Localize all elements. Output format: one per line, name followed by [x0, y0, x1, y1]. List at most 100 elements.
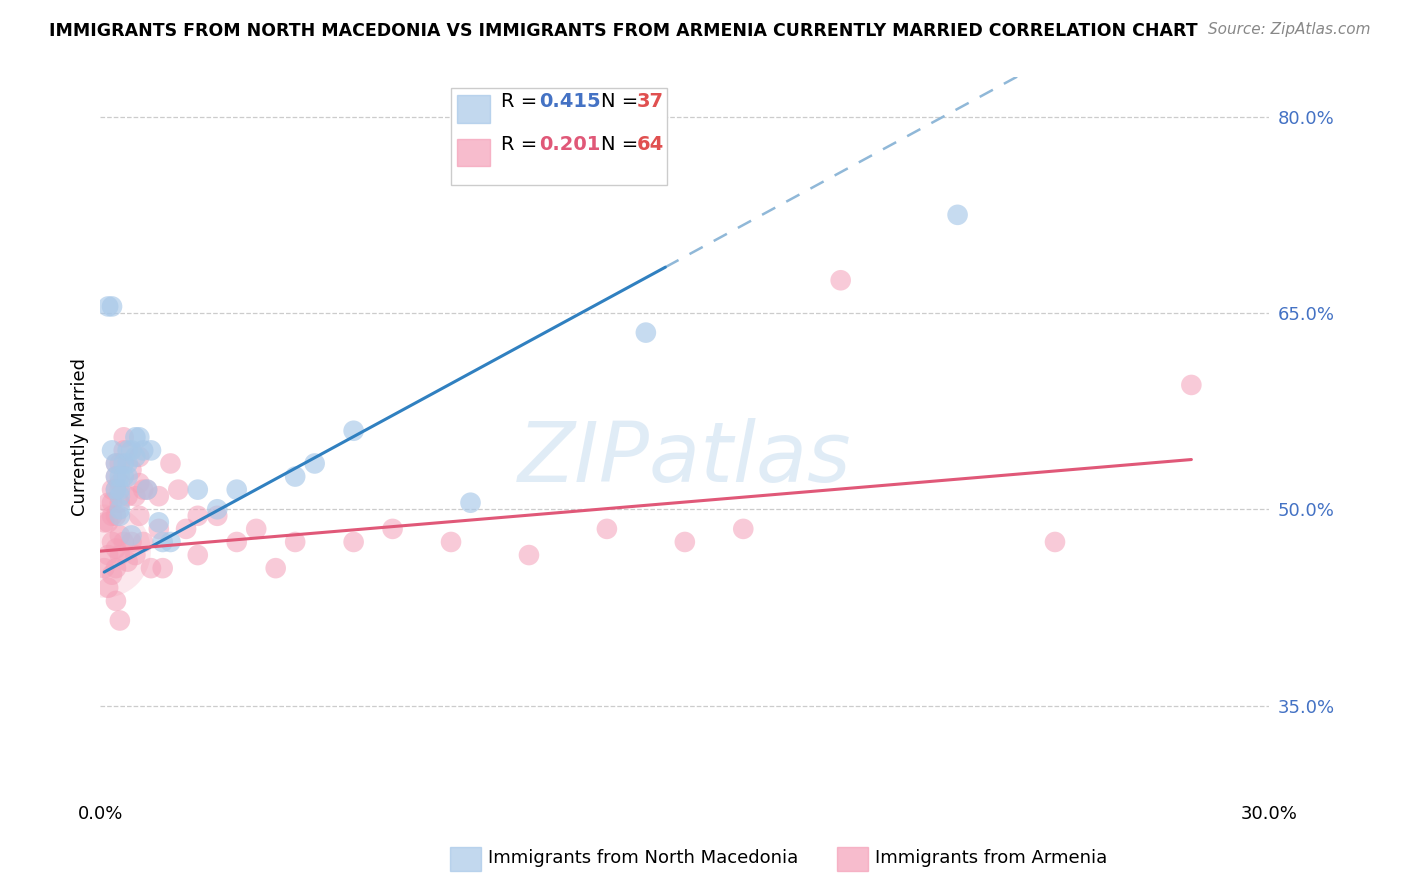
Point — [284, 535, 307, 549]
Point — [121, 535, 143, 549]
Bar — [457, 138, 489, 166]
FancyBboxPatch shape — [451, 88, 668, 186]
Point — [117, 457, 139, 471]
Point — [207, 508, 229, 523]
Point — [104, 541, 127, 556]
Point — [108, 528, 131, 542]
Point — [101, 300, 124, 314]
Point — [124, 450, 146, 464]
Point — [187, 508, 209, 523]
Point — [108, 457, 131, 471]
Point — [124, 548, 146, 562]
Point — [207, 502, 229, 516]
Point — [343, 535, 366, 549]
Point — [1180, 378, 1202, 392]
Point — [225, 535, 247, 549]
Point — [97, 548, 120, 562]
Point — [132, 535, 155, 549]
Point — [167, 483, 190, 497]
Point — [136, 483, 159, 497]
Point — [121, 463, 143, 477]
Point — [128, 450, 150, 464]
Point — [830, 273, 852, 287]
Text: N =: N = — [600, 92, 644, 111]
Point — [124, 489, 146, 503]
Text: N =: N = — [600, 135, 644, 154]
Point — [132, 443, 155, 458]
Point — [139, 443, 162, 458]
Text: ZIPatlas: ZIPatlas — [517, 418, 852, 500]
Point — [108, 469, 131, 483]
Point — [104, 469, 127, 483]
Point — [112, 430, 135, 444]
Point — [148, 522, 170, 536]
Point — [128, 430, 150, 444]
Point — [634, 326, 657, 340]
Point — [93, 516, 115, 530]
Text: 0.415: 0.415 — [538, 92, 600, 111]
Point — [104, 483, 127, 497]
Point — [112, 457, 135, 471]
Point — [97, 300, 120, 314]
Point — [187, 548, 209, 562]
Text: Immigrants from North Macedonia: Immigrants from North Macedonia — [488, 849, 799, 867]
Text: IMMIGRANTS FROM NORTH MACEDONIA VS IMMIGRANTS FROM ARMENIA CURRENTLY MARRIED COR: IMMIGRANTS FROM NORTH MACEDONIA VS IMMIG… — [49, 22, 1198, 40]
Point — [108, 489, 131, 503]
Point — [104, 457, 127, 471]
Point — [159, 535, 181, 549]
Point — [381, 522, 404, 536]
Point — [136, 483, 159, 497]
Text: 0.201: 0.201 — [538, 135, 600, 154]
Point — [101, 567, 124, 582]
Point — [121, 443, 143, 458]
Point — [139, 561, 162, 575]
Point — [440, 535, 463, 549]
Point — [117, 489, 139, 503]
Point — [148, 489, 170, 503]
Point — [104, 594, 127, 608]
Point — [112, 535, 135, 549]
Point — [108, 502, 131, 516]
Text: Immigrants from Armenia: Immigrants from Armenia — [875, 849, 1107, 867]
Point — [93, 544, 115, 558]
Text: R =: R = — [502, 135, 544, 154]
Point — [121, 528, 143, 542]
Point — [101, 483, 124, 497]
Point — [148, 516, 170, 530]
Text: 64: 64 — [637, 135, 664, 154]
Point — [97, 516, 120, 530]
Point — [132, 483, 155, 497]
Point — [264, 561, 287, 575]
Point — [343, 424, 366, 438]
Point — [108, 548, 131, 562]
Point — [97, 496, 120, 510]
Text: Source: ZipAtlas.com: Source: ZipAtlas.com — [1208, 22, 1371, 37]
Point — [108, 508, 131, 523]
Text: 37: 37 — [637, 92, 664, 111]
Point — [124, 430, 146, 444]
Point — [101, 508, 124, 523]
Y-axis label: Currently Married: Currently Married — [72, 359, 89, 516]
Point — [460, 496, 482, 510]
Point — [284, 469, 307, 483]
Point — [104, 483, 127, 497]
Point — [101, 496, 124, 510]
Point — [117, 443, 139, 458]
Point — [304, 457, 326, 471]
Point — [159, 457, 181, 471]
Point — [104, 508, 127, 523]
Point — [117, 555, 139, 569]
Point — [517, 548, 540, 562]
Point — [108, 483, 131, 497]
Point — [101, 443, 124, 458]
Point — [108, 476, 131, 491]
Point — [152, 561, 174, 575]
Point — [673, 535, 696, 549]
Point — [104, 561, 127, 575]
Point — [104, 457, 127, 471]
Point — [225, 483, 247, 497]
Point — [93, 561, 115, 575]
Point — [128, 476, 150, 491]
Point — [108, 614, 131, 628]
Point — [733, 522, 755, 536]
